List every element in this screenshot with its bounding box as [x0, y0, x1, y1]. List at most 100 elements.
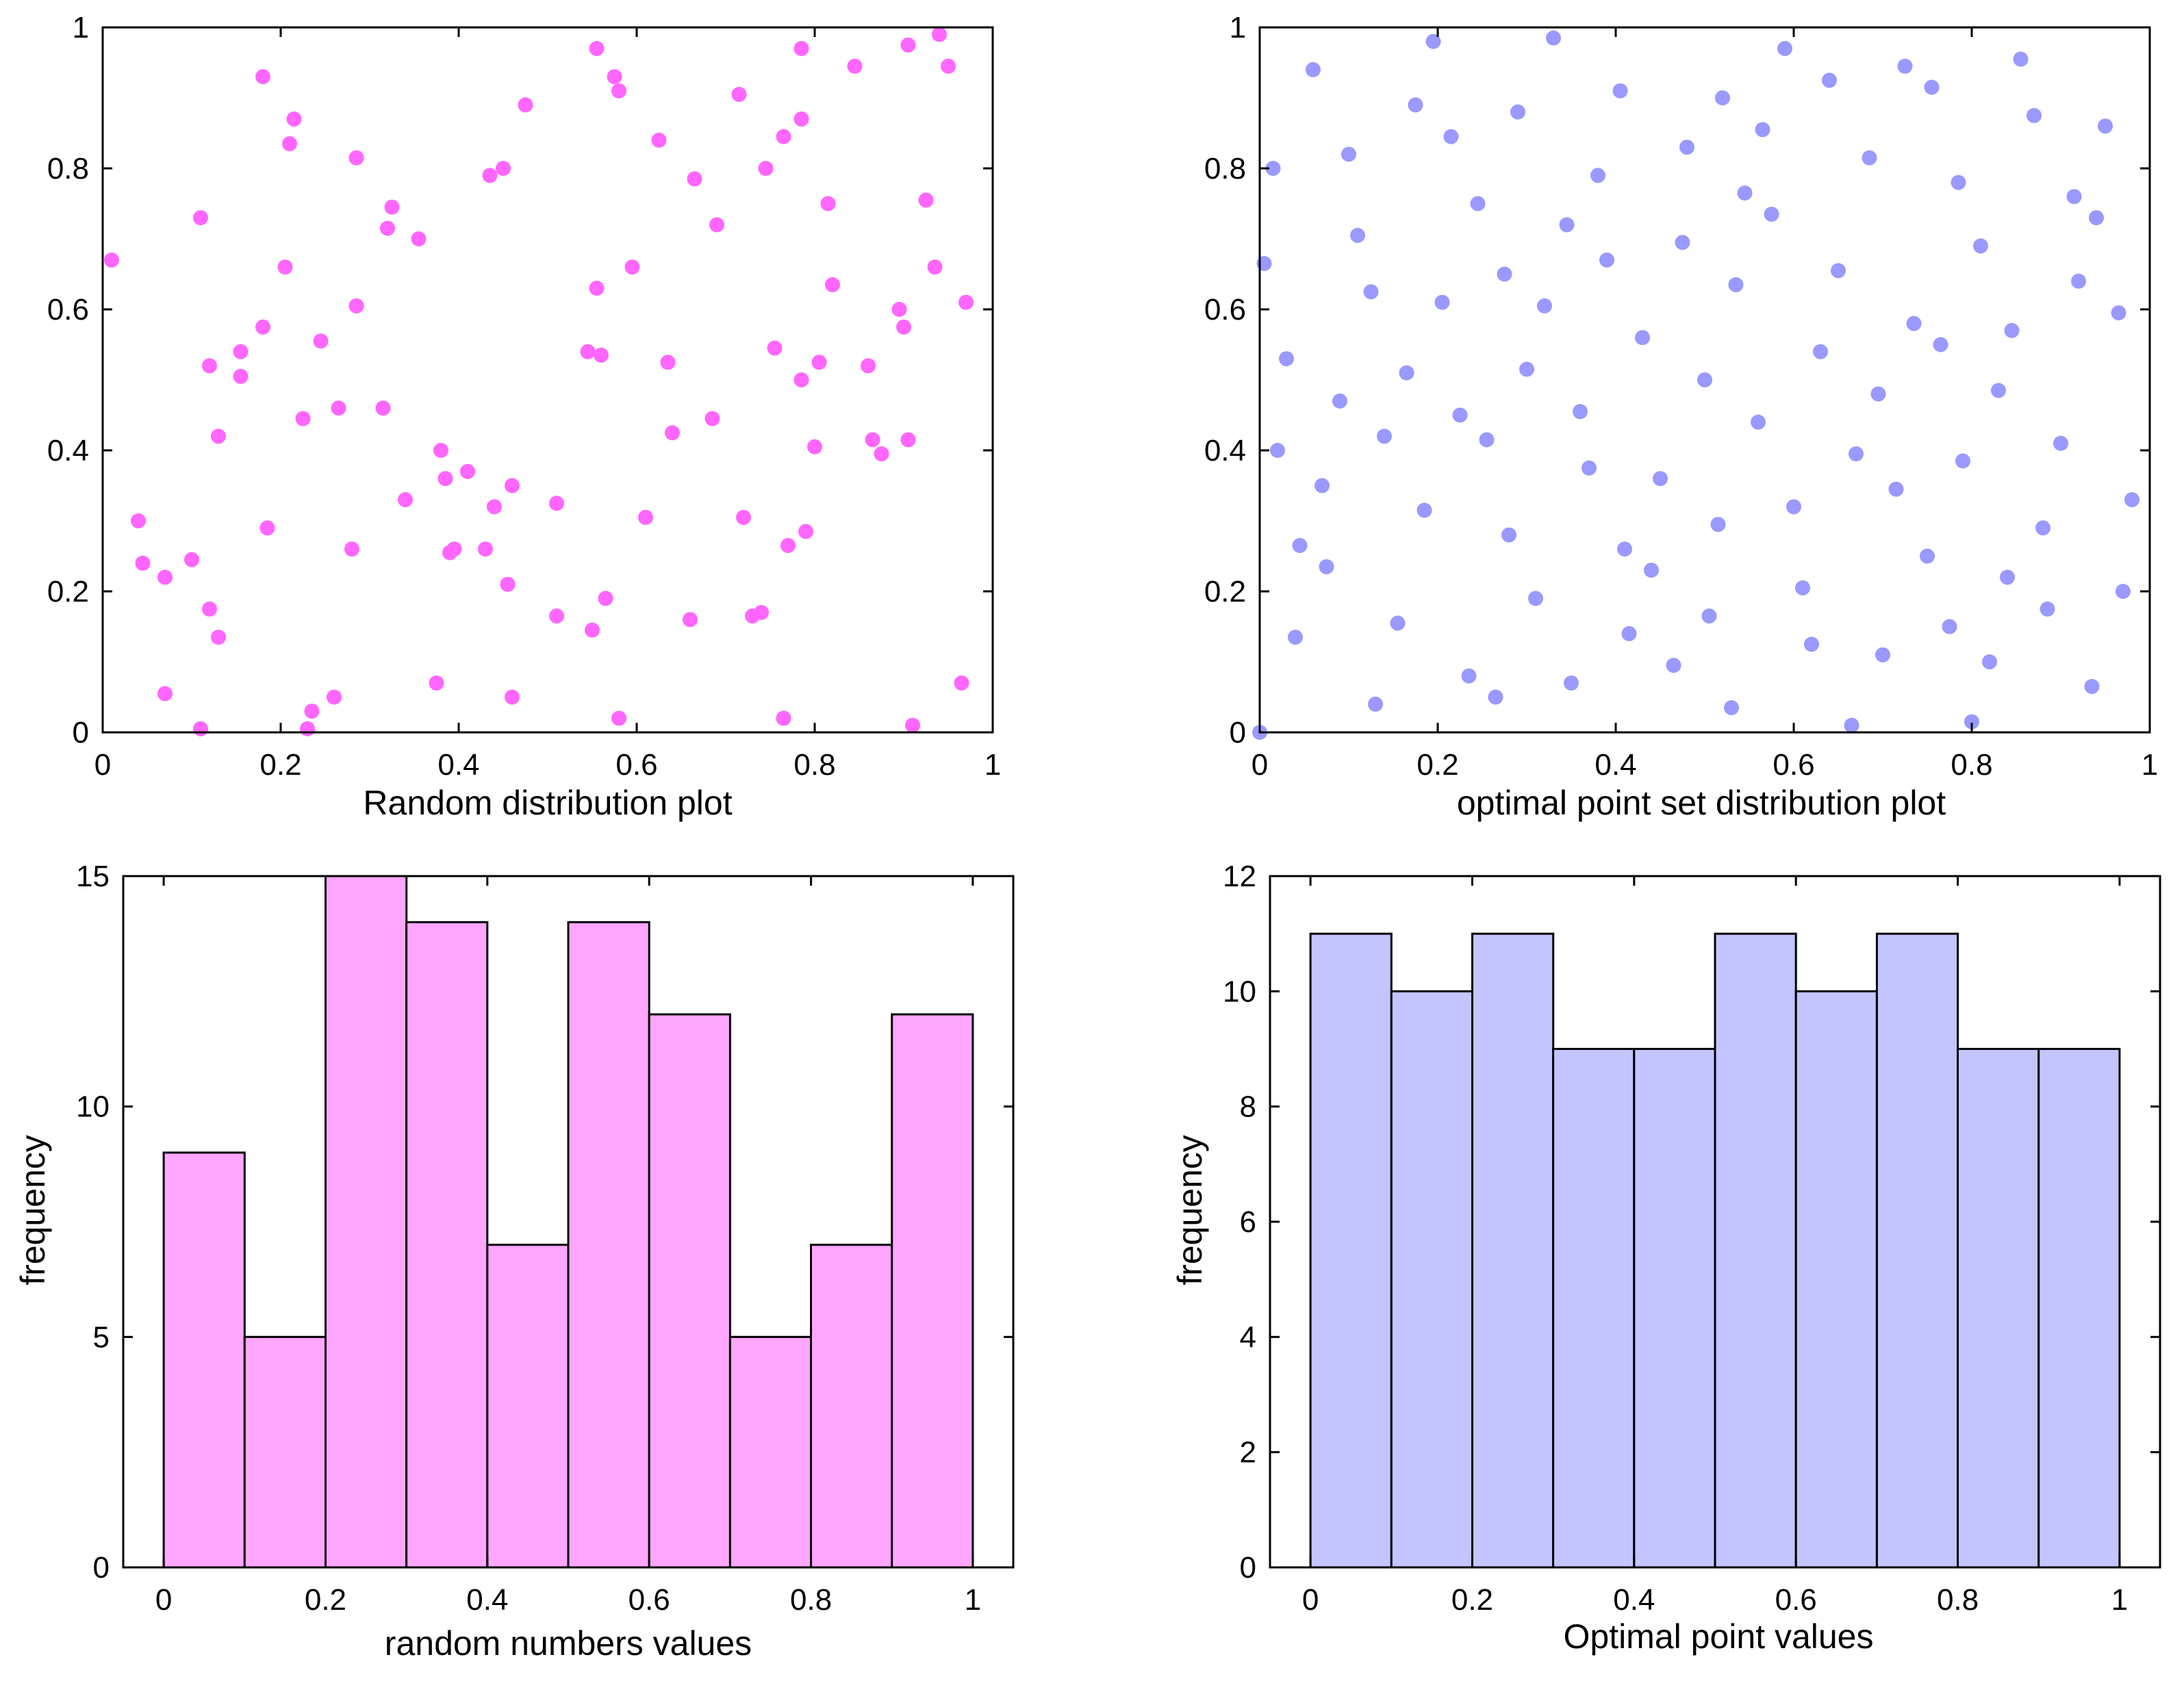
random-scatter-point-43 — [496, 161, 511, 176]
optimal-scatter-point-18 — [1408, 97, 1423, 113]
optimal-scatter-point-51 — [1701, 608, 1717, 624]
random-scatter-point-44 — [500, 576, 516, 592]
random-scatter-point-51 — [585, 622, 600, 638]
random-hist-x-tick-label-4: 0.8 — [790, 1583, 832, 1617]
random-scatter-point-67 — [709, 217, 724, 233]
optimal-scatter-point-31 — [1519, 361, 1534, 377]
random-scatter-point-46 — [505, 478, 520, 493]
optimal-scatter-point-50 — [1697, 372, 1712, 387]
optimal-scatter-point-99 — [2124, 492, 2139, 508]
random-scatter-point-9 — [202, 358, 217, 374]
optimal-hist-y-tick-label-3: 6 — [1240, 1205, 1256, 1239]
random-scatter-point-80 — [798, 524, 813, 539]
random-scatter-x-tick-label-4: 0.8 — [793, 748, 835, 782]
optimal-hist-y-tick-label-5: 10 — [1223, 975, 1256, 1008]
random-hist-x-tick-label-2: 0.4 — [466, 1583, 508, 1617]
optimal-scatter-point-67 — [1844, 717, 1859, 733]
optimal-scatter-point-80 — [1955, 453, 1970, 469]
random-scatter-point-57 — [611, 83, 626, 99]
random-scatter-point-76 — [780, 538, 796, 553]
optimal-scatter-point-72 — [1888, 481, 1904, 497]
optimal-hist-y-tick-label-2: 4 — [1240, 1320, 1256, 1354]
optimal-scatter-point-33 — [1537, 298, 1552, 313]
random-scatter-point-78 — [793, 40, 809, 56]
optimal-scatter-point-40 — [1599, 252, 1614, 268]
optimal-scatter-point-23 — [1452, 407, 1468, 423]
optimal-scatter-point-19 — [1417, 502, 1432, 518]
random-hist-y-tick-label-1: 5 — [93, 1320, 110, 1354]
random-hist-x-tick-label-1: 0.2 — [305, 1583, 346, 1617]
random-scatter-point-31 — [384, 199, 400, 215]
optimal-scatter-point-4 — [1279, 351, 1294, 367]
random-scatter-point-19 — [286, 111, 302, 127]
optimal-scatter-point-81 — [1964, 714, 1979, 730]
random-scatter-point-54 — [594, 347, 609, 363]
random-scatter-point-15 — [255, 69, 270, 85]
optimal-scatter-point-59 — [1764, 207, 1779, 222]
random-scatter-point-64 — [683, 612, 698, 628]
random-scatter-x-axis-title: Random distribution plot — [363, 784, 732, 822]
random-scatter-point-1 — [131, 513, 146, 528]
random-scatter-point-6 — [193, 210, 208, 226]
optimal-scatter-point-64 — [1813, 344, 1828, 359]
random-scatter-point-96 — [932, 27, 947, 42]
random-scatter-point-75 — [776, 710, 791, 726]
random-scatter-point-61 — [651, 132, 667, 148]
optimal-scatter-point-63 — [1804, 637, 1819, 652]
random-hist-bar-0 — [162, 1151, 246, 1569]
optimal-scatter-point-91 — [2053, 435, 2068, 451]
optimal-hist-x-tick-label-1: 0.2 — [1451, 1583, 1493, 1617]
random-scatter-y-tick-label-4: 0.8 — [47, 152, 89, 185]
random-scatter-point-82 — [811, 355, 827, 370]
random-scatter-point-30 — [380, 220, 395, 236]
random-scatter-point-98 — [954, 675, 969, 691]
random-scatter-point-41 — [482, 168, 498, 183]
optimal-hist-x-tick-label-4: 0.8 — [1937, 1583, 1979, 1617]
optimal-scatter-point-89 — [2035, 520, 2050, 536]
random-scatter-point-52 — [589, 281, 605, 296]
optimal-scatter-point-76 — [1924, 79, 1940, 95]
optimal-scatter-point-96 — [2098, 118, 2113, 134]
random-scatter-point-18 — [282, 136, 297, 151]
random-scatter-point-33 — [411, 231, 427, 246]
random-hist-y-tick-label-0: 0 — [93, 1551, 110, 1584]
optimal-scatter-point-84 — [1991, 383, 2006, 398]
optimal-scatter-point-29 — [1501, 527, 1516, 543]
random-scatter-point-65 — [687, 171, 702, 187]
random-scatter-point-88 — [874, 446, 889, 462]
random-scatter-plot-area: 0 0.2 0.4 0.6 0.8 1 0 0.2 0.4 0.6 0.8 1 — [47, 11, 1001, 782]
optimal-scatter-point-21 — [1434, 294, 1450, 310]
random-scatter-point-40 — [478, 541, 493, 557]
random-scatter-y-tick-label-5: 1 — [73, 11, 89, 44]
optimal-scatter-point-82 — [1973, 238, 1988, 254]
optimal-scatter-point-11 — [1341, 146, 1356, 162]
optimal-scatter-point-71 — [1875, 647, 1890, 663]
optimal-scatter-x-tick-label-1: 0.2 — [1417, 748, 1458, 782]
optimal-scatter-point-8 — [1315, 478, 1330, 493]
random-scatter-x-tick-label-2: 0.4 — [437, 748, 479, 782]
random-scatter-point-45 — [505, 689, 520, 705]
optimal-scatter-point-93 — [2071, 273, 2086, 289]
optimal-scatter-point-38 — [1582, 460, 1597, 476]
random-scatter-point-81 — [807, 439, 822, 454]
optimal-scatter-point-90 — [2040, 601, 2055, 617]
random-hist-bar-5 — [567, 921, 650, 1569]
random-scatter-point-32 — [398, 492, 413, 508]
optimal-scatter-point-26 — [1479, 432, 1495, 448]
random-hist-y-tick-label-2: 10 — [76, 1090, 110, 1124]
random-scatter-point-13 — [233, 368, 249, 384]
optimal-scatter-point-12 — [1350, 227, 1365, 243]
random-hist-x-tick-label-0: 0 — [155, 1583, 172, 1617]
optimal-scatter-point-45 — [1644, 563, 1659, 578]
optimal-scatter-point-74 — [1906, 316, 1922, 331]
random-scatter-point-8 — [202, 601, 217, 617]
optimal-hist-y-tick-label-0: 0 — [1240, 1551, 1256, 1584]
random-scatter-point-53 — [589, 40, 605, 56]
optimal-scatter-point-70 — [1870, 386, 1886, 402]
optimal-scatter-point-75 — [1920, 548, 1935, 564]
random-scatter-point-36 — [437, 471, 453, 487]
random-hist-bar-3 — [405, 921, 489, 1569]
random-scatter-point-29 — [375, 400, 391, 416]
optimal-scatter-point-47 — [1666, 658, 1681, 673]
